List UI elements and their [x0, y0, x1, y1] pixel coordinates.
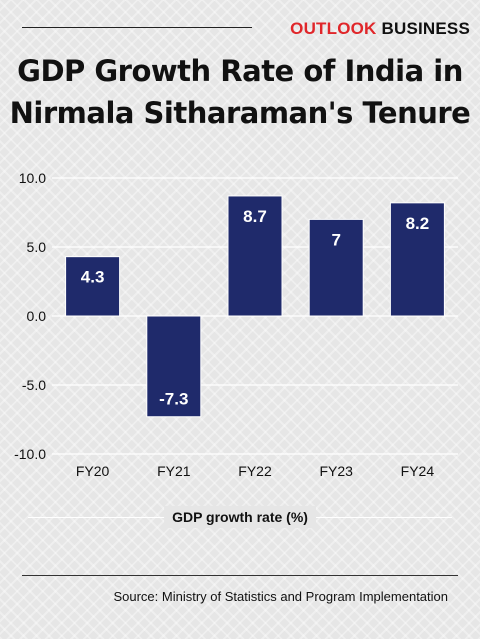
x-tick-label: FY22	[238, 463, 272, 479]
y-tick-label: -5.0	[22, 377, 46, 393]
data-label: 7	[331, 230, 340, 249]
x-tick-label: FY21	[157, 463, 191, 479]
brand-logo: OUTLOOK BUSINESS	[290, 19, 470, 39]
y-tick-label: 5.0	[27, 239, 47, 255]
data-label: 4.3	[81, 268, 105, 287]
brand-logo-outlook: OUTLOOK	[290, 19, 377, 38]
bar	[308, 218, 364, 317]
chart-title-line-2: Nirmala Sitharaman's Tenure	[9, 96, 471, 130]
data-label: -7.3	[159, 390, 188, 409]
bar	[146, 315, 202, 418]
x-tick-label: FY20	[76, 463, 110, 479]
x-axis-title-row: GDP growth rate (%)	[0, 506, 480, 528]
x-axis-title: GDP growth rate (%)	[164, 506, 316, 528]
x-tick-label: FY24	[401, 463, 435, 479]
data-label: 8.2	[406, 214, 430, 233]
source-note: Source: Ministry of Statistics and Progr…	[113, 589, 448, 604]
brand-logo-business: BUSINESS	[381, 19, 470, 38]
header-rule	[22, 27, 252, 28]
y-tick-label: -10.0	[14, 446, 46, 462]
bar	[227, 195, 283, 317]
bar	[65, 256, 121, 317]
y-tick-label: 10.0	[19, 170, 46, 186]
data-label: 8.7	[243, 207, 267, 226]
header-bar: OUTLOOK BUSINESS	[0, 16, 480, 38]
x-tick-label: FY23	[319, 463, 353, 479]
bar	[389, 202, 445, 317]
footer-divider	[22, 575, 458, 576]
chart-title: GDP Growth Rate of India in Nirmala Sith…	[0, 50, 480, 134]
chart-title-line-1: GDP Growth Rate of India in	[17, 54, 463, 88]
y-tick-label: 0.0	[27, 308, 47, 324]
